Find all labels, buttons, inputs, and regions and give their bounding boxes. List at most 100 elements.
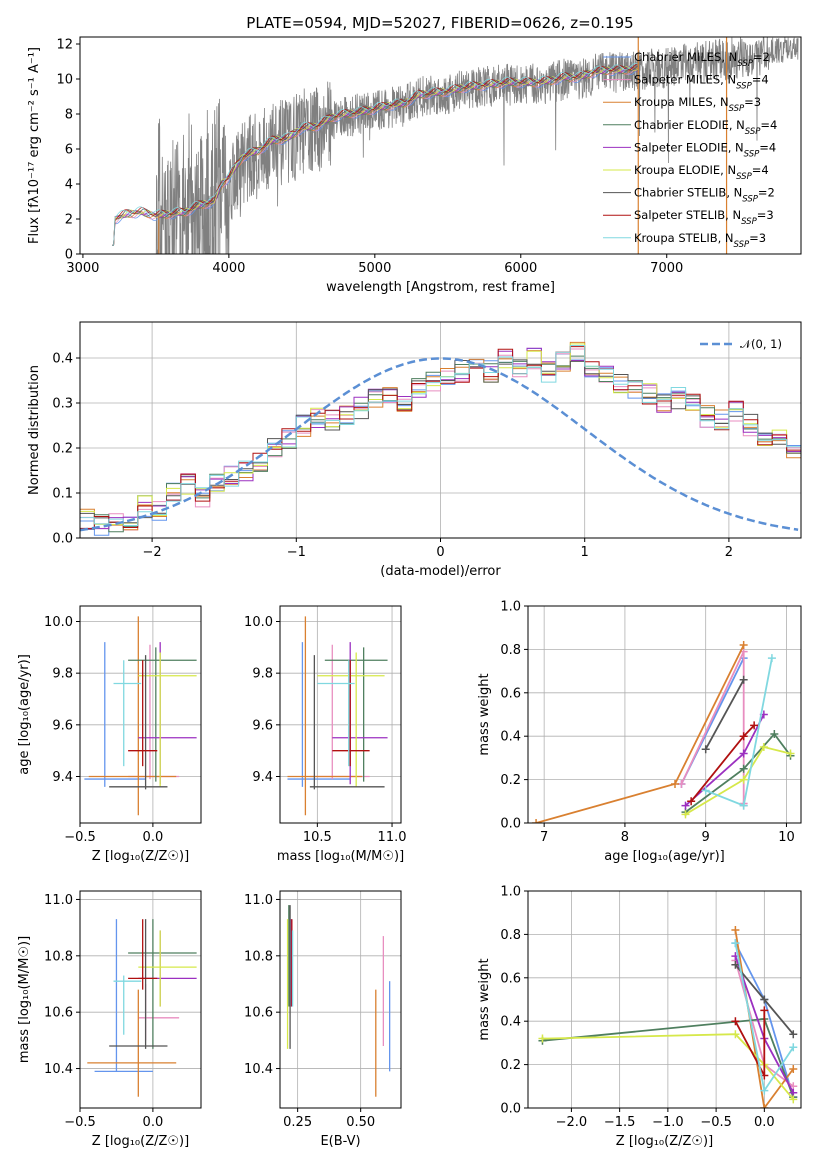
plus-marker	[770, 730, 779, 739]
y-tick-label: 10.4	[244, 1062, 273, 1077]
y-tick-label: 0.6	[500, 686, 521, 701]
plus-marker	[789, 1095, 798, 1104]
x-tick-label: 0.25	[283, 1115, 312, 1130]
errorbar-point-6	[138, 930, 197, 1007]
plot-frame	[79, 605, 202, 824]
plus-marker	[701, 745, 710, 754]
plus-marker	[760, 995, 769, 1004]
y-tick-label: 0.4	[500, 1015, 521, 1030]
legend-subscript: SSP	[736, 82, 752, 92]
residual-histogram-marks	[80, 341, 801, 536]
legend-subscript: SSP	[737, 59, 753, 69]
y-tick-label: 10.4	[44, 1062, 73, 1077]
x-tick-label: 3000	[66, 261, 99, 276]
x-axis-label: wavelength [Angstrom, rest frame]	[326, 280, 555, 295]
plus-marker	[739, 764, 748, 773]
y-tick-label: 9.8	[252, 667, 273, 682]
y-tick-label: 0.2	[52, 442, 73, 457]
x-tick-label: 4000	[212, 261, 245, 276]
y-tick-label: 9.4	[252, 770, 273, 785]
y-tick-label: 0.8	[500, 643, 521, 658]
errorbar-point-2	[128, 644, 180, 780]
errorbar-point-5	[138, 930, 197, 1007]
errorbar-point-6	[138, 652, 197, 787]
errorbar-point-8	[128, 919, 158, 990]
x-tick-label: 0.0	[754, 1115, 775, 1130]
y-tick-label: 10.0	[244, 615, 273, 630]
x-tick-label: 0.50	[346, 1115, 375, 1130]
errorbar-point-7	[109, 655, 168, 790]
x-tick-label: 6000	[504, 261, 537, 276]
x-tick-label: 11.0	[378, 830, 407, 845]
x-axis-label: Z [log₁₀(Z/Z☉)]	[92, 1134, 189, 1149]
errorbar-point-6	[317, 652, 385, 787]
massweight-vs-age-marks	[532, 641, 795, 823]
x-axis-label: Z [log₁₀(Z/Z☉)]	[616, 1134, 713, 1149]
residual-histogram-panel: −2 −1 0 1 2 0.0 0.1 0.2 0.3 0.4 (data-model)/error…	[27, 321, 802, 579]
y-tick-label: 0.1	[52, 487, 73, 502]
mass-vs-ebv-panel: 0.25 0.50 10.4 10.6 10.8 11.0 E(B-V)	[244, 890, 402, 1149]
errorbar-point-8	[128, 660, 158, 767]
y-tick-label: 0.8	[500, 928, 521, 943]
y-tick-label: 1.0	[500, 885, 521, 900]
plot-frame	[279, 605, 402, 824]
spectrum-marks	[112, 37, 799, 254]
x-tick-label: −1	[287, 545, 306, 560]
age-vs-mass-panel: 10.5 11.0 9.4 9.6 9.8 10.0 mass [log₁₀(M/M☉)]	[244, 605, 407, 864]
x-tick-label: −2	[143, 545, 162, 560]
y-tick-label: 0.3	[52, 397, 73, 412]
legend-value: =4	[760, 118, 777, 132]
legend-subscript: SSP	[729, 104, 745, 114]
x-tick-label: 7000	[650, 261, 683, 276]
plus-marker	[731, 1017, 740, 1026]
errorbar-point-8	[332, 660, 370, 767]
plot-frame	[527, 890, 802, 1109]
legend-entry: Kroupa MILES, NSSP=3	[634, 95, 761, 114]
plus-marker	[789, 1064, 798, 1073]
x-tick-label: −0.5	[700, 1115, 732, 1130]
weight-series-4	[684, 732, 792, 813]
errorbar-point-3	[287, 616, 363, 816]
observed-spectrum	[155, 37, 799, 254]
errorbar-point-9	[113, 975, 142, 1035]
y-tick-label: 11.0	[44, 893, 73, 908]
legend-subscript: SSP	[741, 217, 757, 227]
legend-subscript: SSP	[742, 195, 758, 205]
y-tick-label: 0.0	[500, 1102, 521, 1117]
errorbar-point-9	[317, 660, 355, 767]
weight-series-6	[685, 745, 791, 816]
spectrum-panel: 3000 4000 5000 6000 7000 0 2 4 6 8 10 12 wavelength …	[27, 14, 802, 295]
plot-frame	[527, 605, 802, 824]
y-axis-label: Flux [fλ10⁻¹⁷ erg cm⁻² s⁻¹ A⁻¹]	[27, 47, 42, 244]
errorbar-point-1	[287, 642, 351, 787]
histogram-series-7	[80, 359, 801, 524]
y-tick-label: 0.2	[500, 1058, 521, 1073]
plot-frame	[79, 36, 802, 255]
plus-marker	[687, 797, 696, 806]
y-tick-label: 10.8	[244, 949, 273, 964]
legend-value: =3	[744, 95, 761, 109]
legend-value: =4	[752, 73, 769, 87]
y-tick-label: 0.4	[500, 730, 521, 745]
errorbar-point-9	[113, 660, 142, 767]
plot-frame	[279, 890, 402, 1109]
plus-marker	[538, 1034, 547, 1043]
legend-value: =3	[757, 208, 774, 222]
legend-entry: Kroupa STELIB, NSSP=3	[634, 231, 766, 250]
plus-marker	[681, 801, 690, 810]
errorbar-point-7	[309, 655, 385, 790]
x-axis-label: mass [log₁₀(M/M☉)]	[277, 849, 404, 864]
legend-subscript: SSP	[734, 240, 750, 250]
model-spectrum-8	[112, 63, 638, 246]
x-axis-label: age [log₁₀(age/yr)]	[604, 849, 725, 864]
histogram-series-6	[80, 343, 801, 525]
massweight-vs-Z-marks	[538, 926, 798, 1108]
mass-vs-Z-panel: −0.5 0.0 10.4 10.6 10.8 11.0 Z [log₁₀(Z/Z☉)] ma…	[17, 890, 202, 1149]
chart-title: PLATE=0594, MJD=52027, FIBERID=0626, z=0…	[246, 14, 633, 32]
y-tick-label: 1.0	[500, 600, 521, 615]
y-tick-label: 10	[56, 73, 73, 88]
plus-marker	[789, 1030, 798, 1039]
errorbar-point-4	[128, 919, 197, 1049]
legend-entry: 𝒩(0, 1)	[740, 337, 782, 351]
plus-marker	[532, 819, 541, 823]
